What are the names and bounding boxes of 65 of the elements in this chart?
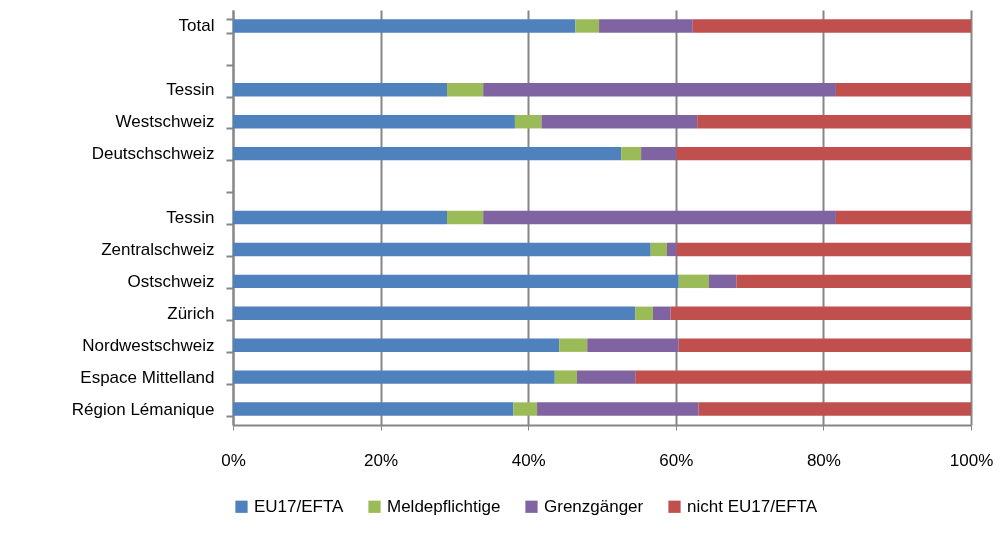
- bar: [233, 19, 576, 33]
- bar: [692, 19, 971, 33]
- x-tick-label: 60%: [659, 450, 694, 470]
- bar: [621, 146, 642, 161]
- bar: [650, 242, 667, 257]
- x-tick-label: 0%: [221, 450, 246, 470]
- y-tick-label: Tessin: [166, 208, 215, 227]
- bar: [233, 83, 448, 97]
- y-tick-label: Zürich: [167, 303, 215, 323]
- y-tick-label: Tessin: [166, 80, 215, 100]
- legend-label: EU17/EFTA: [254, 496, 345, 516]
- bar: [537, 402, 699, 416]
- x-tick-label: 40%: [511, 450, 546, 470]
- bar: [676, 242, 971, 257]
- bar: [736, 274, 971, 289]
- bar: [576, 370, 636, 384]
- legend-label: Meldepflichtige: [387, 496, 501, 516]
- bar: [514, 115, 542, 129]
- bar: [233, 274, 679, 289]
- y-tick-label: Ostschweiz: [127, 271, 215, 291]
- bar: [697, 115, 971, 129]
- y-tick-label: Westschweiz: [115, 112, 215, 132]
- y-tick-label: Total: [178, 16, 215, 36]
- bar: [835, 210, 971, 225]
- bar: [233, 338, 560, 352]
- bar: [599, 19, 693, 33]
- bar: [652, 306, 671, 320]
- bar: [678, 338, 971, 352]
- bar: [635, 370, 971, 384]
- bar: [635, 306, 653, 320]
- x-tick-label: 80%: [806, 450, 841, 470]
- bar: [233, 210, 448, 225]
- legend-label: Grenzgänger: [544, 496, 644, 516]
- bar: [233, 402, 514, 416]
- bar: [513, 402, 538, 416]
- bar: [233, 370, 555, 384]
- x-tick-label: 20%: [364, 450, 399, 470]
- bar: [709, 274, 737, 289]
- bar: [835, 83, 971, 97]
- bar: [447, 210, 484, 225]
- bar: [641, 146, 677, 161]
- y-tick-label: Espace Mittelland: [80, 367, 215, 387]
- bar: [670, 306, 971, 320]
- bar: [587, 338, 679, 352]
- x-tick-label: 100%: [949, 450, 994, 470]
- bar: [233, 115, 515, 129]
- legend-label: nicht EU17/EFTA: [687, 496, 818, 516]
- bar: [559, 338, 588, 352]
- bar: [447, 83, 484, 97]
- bar: [483, 83, 836, 97]
- y-tick-label: Nordwestschweiz: [82, 335, 215, 355]
- bar: [554, 370, 577, 384]
- bar: [666, 242, 677, 257]
- bar: [698, 402, 971, 416]
- y-tick-label: Deutschschweiz: [91, 144, 215, 164]
- bar: [233, 306, 636, 320]
- bar: [541, 115, 698, 129]
- bar: [233, 146, 622, 161]
- bar: [483, 210, 836, 225]
- y-tick-label: Zentralschweiz: [101, 239, 215, 259]
- bar: [575, 19, 600, 33]
- bar: [676, 146, 971, 161]
- bar: [233, 242, 651, 257]
- bar: [678, 274, 710, 289]
- y-tick-label: Région Lémanique: [71, 399, 215, 419]
